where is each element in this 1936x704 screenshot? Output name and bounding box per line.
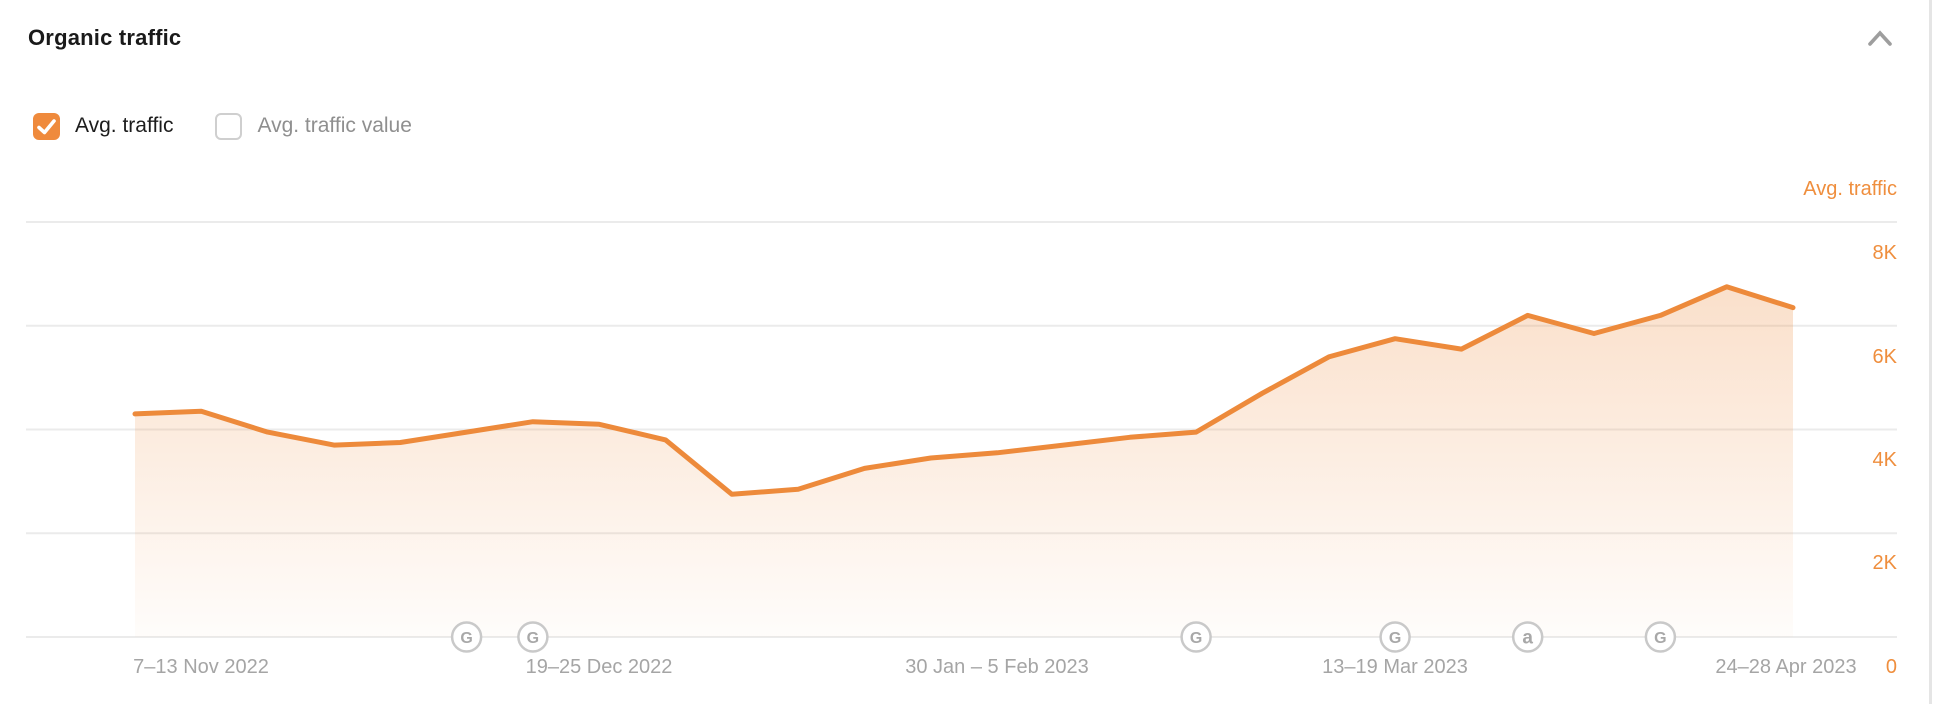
marker-circle: [1180, 621, 1212, 653]
ahrefs-event-marker[interactable]: a: [1511, 621, 1544, 653]
collapse-panel-button[interactable]: [1860, 22, 1900, 56]
chevron-up-icon: [1868, 30, 1892, 46]
avg-traffic-checkbox-label[interactable]: Avg. traffic: [75, 114, 174, 137]
traffic-line: [132, 284, 1796, 497]
marker-circle: [517, 621, 549, 653]
google-update-marker[interactable]: G: [1180, 621, 1212, 653]
marker-glyph: G: [1389, 630, 1401, 647]
marker-circle: [1379, 621, 1411, 653]
google-update-marker[interactable]: G: [450, 621, 483, 653]
marker-circle: [450, 621, 483, 653]
marker-glyph: G: [1654, 630, 1666, 647]
x-tick-nov: 7–13 Nov 2022: [133, 656, 269, 678]
avg-traffic-checkbox[interactable]: [33, 112, 60, 140]
y-tick-zero: 0: [1885, 656, 1897, 678]
y-tick-2k: 2K: [1872, 552, 1897, 574]
series-line: [132, 284, 1796, 497]
marker-glyph: G: [527, 630, 539, 647]
y-tick-8k: 8K: [1872, 242, 1897, 264]
panel-right-divider: [1929, 0, 1932, 704]
series-legend: Avg. traffic Avg. traffic value: [33, 112, 412, 140]
area-fill: [135, 286, 1793, 637]
google-update-marker[interactable]: G: [1644, 621, 1677, 653]
x-tick-dec: 19–25 Dec 2022: [525, 656, 673, 678]
google-update-marker[interactable]: G: [517, 621, 549, 653]
right-axis-title: Avg. traffic: [1803, 178, 1897, 200]
traffic-area-fill: [135, 286, 1793, 637]
google-update-marker[interactable]: G: [1379, 621, 1411, 653]
page-title: Organic traffic: [28, 25, 182, 50]
y-tick-4k: 4K: [1872, 449, 1897, 471]
marker-circle: [1644, 621, 1677, 653]
marker-glyph: G: [1190, 630, 1202, 647]
marker-glyph: G: [460, 630, 472, 647]
x-tick-feb: 30 Jan – 5 Feb 2023: [905, 656, 1089, 678]
avg-traffic-value-checkbox[interactable]: [215, 112, 243, 140]
checkmark-icon: [37, 118, 56, 134]
y-tick-6k: 6K: [1872, 346, 1897, 368]
marker-circle: [1511, 621, 1544, 653]
marker-glyph: a: [1522, 628, 1533, 649]
avg-traffic-value-checkbox-label[interactable]: Avg. traffic value: [257, 114, 412, 137]
x-tick-apr: 24–28 Apr 2023: [1715, 656, 1857, 678]
x-tick-mar: 13–19 Mar 2023: [1322, 656, 1468, 678]
